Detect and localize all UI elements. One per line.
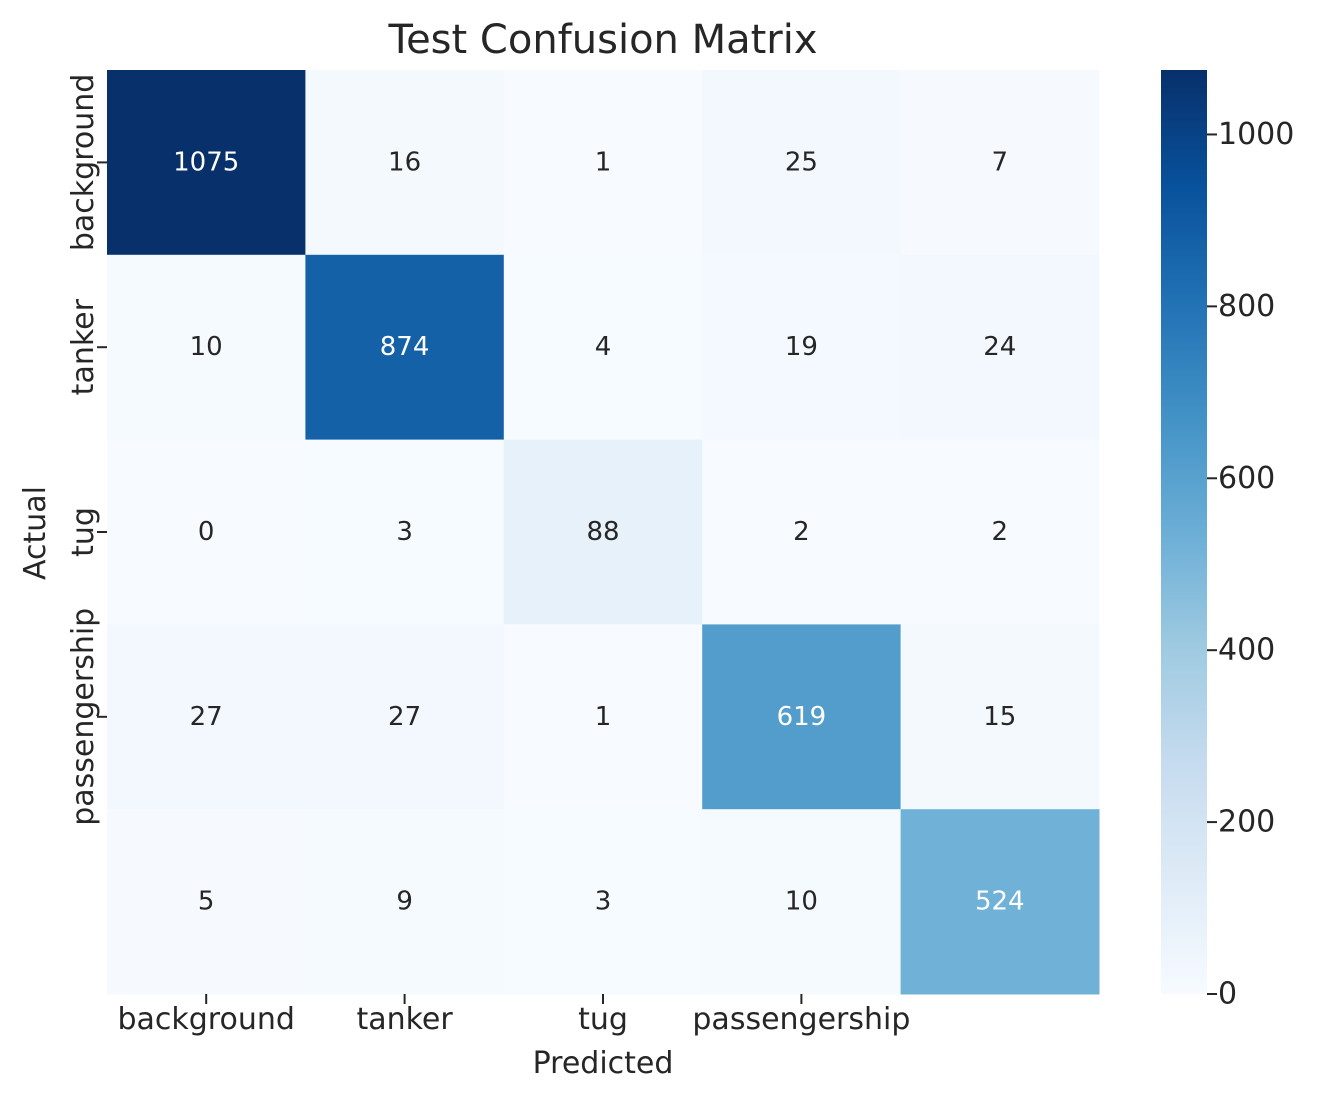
heatmap-cell-r2-c4 [900, 439, 1100, 625]
cell-value-r0-c0: 1075 [173, 147, 239, 177]
heatmap-cell-r4-c1 [305, 809, 505, 995]
heatmap-cell-r0-c0 [107, 70, 306, 256]
heatmap-cell-r0-c1 [305, 70, 505, 256]
heatmap-cell-r3-c1 [305, 624, 505, 810]
heatmap-cell-r3-c3 [702, 624, 902, 810]
colorbar-tick-label-4: 800 [1218, 289, 1275, 324]
x-tick-label-1: tanker [356, 1002, 453, 1037]
heatmap-cell-r4-c2 [503, 809, 703, 995]
heatmap-cell-r0-c3 [702, 70, 902, 256]
colorbar-tick-label-0: 0 [1218, 977, 1237, 1012]
cell-value-r0-c2: 1 [595, 147, 612, 177]
cell-value-r3-c1: 27 [388, 702, 421, 732]
heatmap-cell-r1-c0 [107, 254, 306, 441]
y-tick-label-1: tanker [66, 298, 101, 395]
cell-value-r2-c1: 3 [396, 517, 413, 547]
heatmap-cell-r2-c1 [305, 439, 505, 625]
cell-value-r3-c4: 15 [983, 702, 1016, 732]
y-tick-label-0: background [66, 74, 101, 251]
cell-value-r0-c1: 16 [388, 147, 421, 177]
cell-value-r2-c0: 0 [198, 517, 215, 547]
cell-value-r2-c3: 2 [793, 517, 810, 547]
cell-value-r4-c3: 10 [785, 887, 818, 917]
colorbar-tick-label-5: 1000 [1218, 117, 1294, 152]
heatmap-cell-r2-c0 [107, 439, 306, 625]
cell-value-r1-c2: 4 [595, 332, 612, 362]
cell-value-r4-c1: 9 [396, 887, 413, 917]
heatmap-cell-r4-c4 [900, 809, 1100, 995]
heatmap-cell-r1-c3 [702, 254, 902, 441]
heatmap-cell-r0-c2 [503, 70, 703, 256]
x-tick-label-0: background [117, 1002, 294, 1037]
cell-value-r4-c4: 524 [975, 887, 1025, 917]
chart-title: Test Confusion Matrix [387, 17, 817, 63]
heatmap-cell-r1-c4 [900, 254, 1100, 441]
cell-value-r3-c0: 27 [190, 702, 223, 732]
x-tick-label-2: tug [578, 1002, 628, 1037]
cell-value-r1-c0: 10 [190, 332, 223, 362]
cell-value-r1-c1: 874 [380, 332, 430, 362]
heatmap-cell-r3-c4 [900, 624, 1100, 810]
cell-value-r4-c2: 3 [595, 887, 612, 917]
heatmap-cell-r2-c2 [503, 439, 703, 625]
cell-annotations: 1075 16 1 25 7 10 874 4 19 24 0 3 88 2 2 27 27 1 619 15 5 9 3 1… [173, 147, 1025, 916]
y-axis-ticks: background tanker tug passengership [66, 74, 107, 826]
heatmap-cell-r2-c3 [702, 439, 902, 625]
x-axis-label: Predicted [533, 1046, 674, 1081]
heatmap-cell-r1-c1 [305, 254, 505, 441]
cell-value-r0-c4: 7 [992, 147, 1009, 177]
cell-value-r0-c3: 25 [785, 147, 818, 177]
cell-value-r1-c4: 24 [983, 332, 1016, 362]
cell-value-r4-c0: 5 [198, 887, 215, 917]
cell-value-r2-c4: 2 [992, 517, 1009, 547]
heatmap-cells [107, 70, 1100, 995]
x-tick-label-3: passengership [692, 1002, 910, 1037]
colorbar [1161, 70, 1207, 994]
heatmap-cell-r4-c3 [702, 809, 902, 995]
x-axis-ticks: background tanker tug passengership [117, 994, 910, 1037]
heatmap-cell-r4-c0 [107, 809, 306, 995]
cell-value-r1-c3: 19 [785, 332, 818, 362]
heatmap-cell-r0-c4 [900, 70, 1100, 256]
colorbar-tick-label-3: 600 [1218, 461, 1275, 496]
y-axis-label: Actual [18, 486, 53, 580]
cell-value-r3-c2: 1 [595, 702, 612, 732]
colorbar-tick-label-1: 200 [1218, 805, 1275, 840]
cell-value-r3-c3: 619 [777, 702, 827, 732]
heatmap-cell-r3-c2 [503, 624, 703, 810]
y-tick-label-3: passengership [66, 608, 101, 826]
cell-value-r2-c2: 88 [586, 517, 619, 547]
heatmap-cell-r1-c2 [503, 254, 703, 441]
colorbar-ticks: 0 200 400 600 800 1000 [1207, 117, 1294, 1012]
y-tick-label-2: tug [66, 507, 101, 557]
colorbar-tick-label-2: 400 [1218, 633, 1275, 668]
heatmap-cell-r3-c0 [107, 624, 306, 810]
